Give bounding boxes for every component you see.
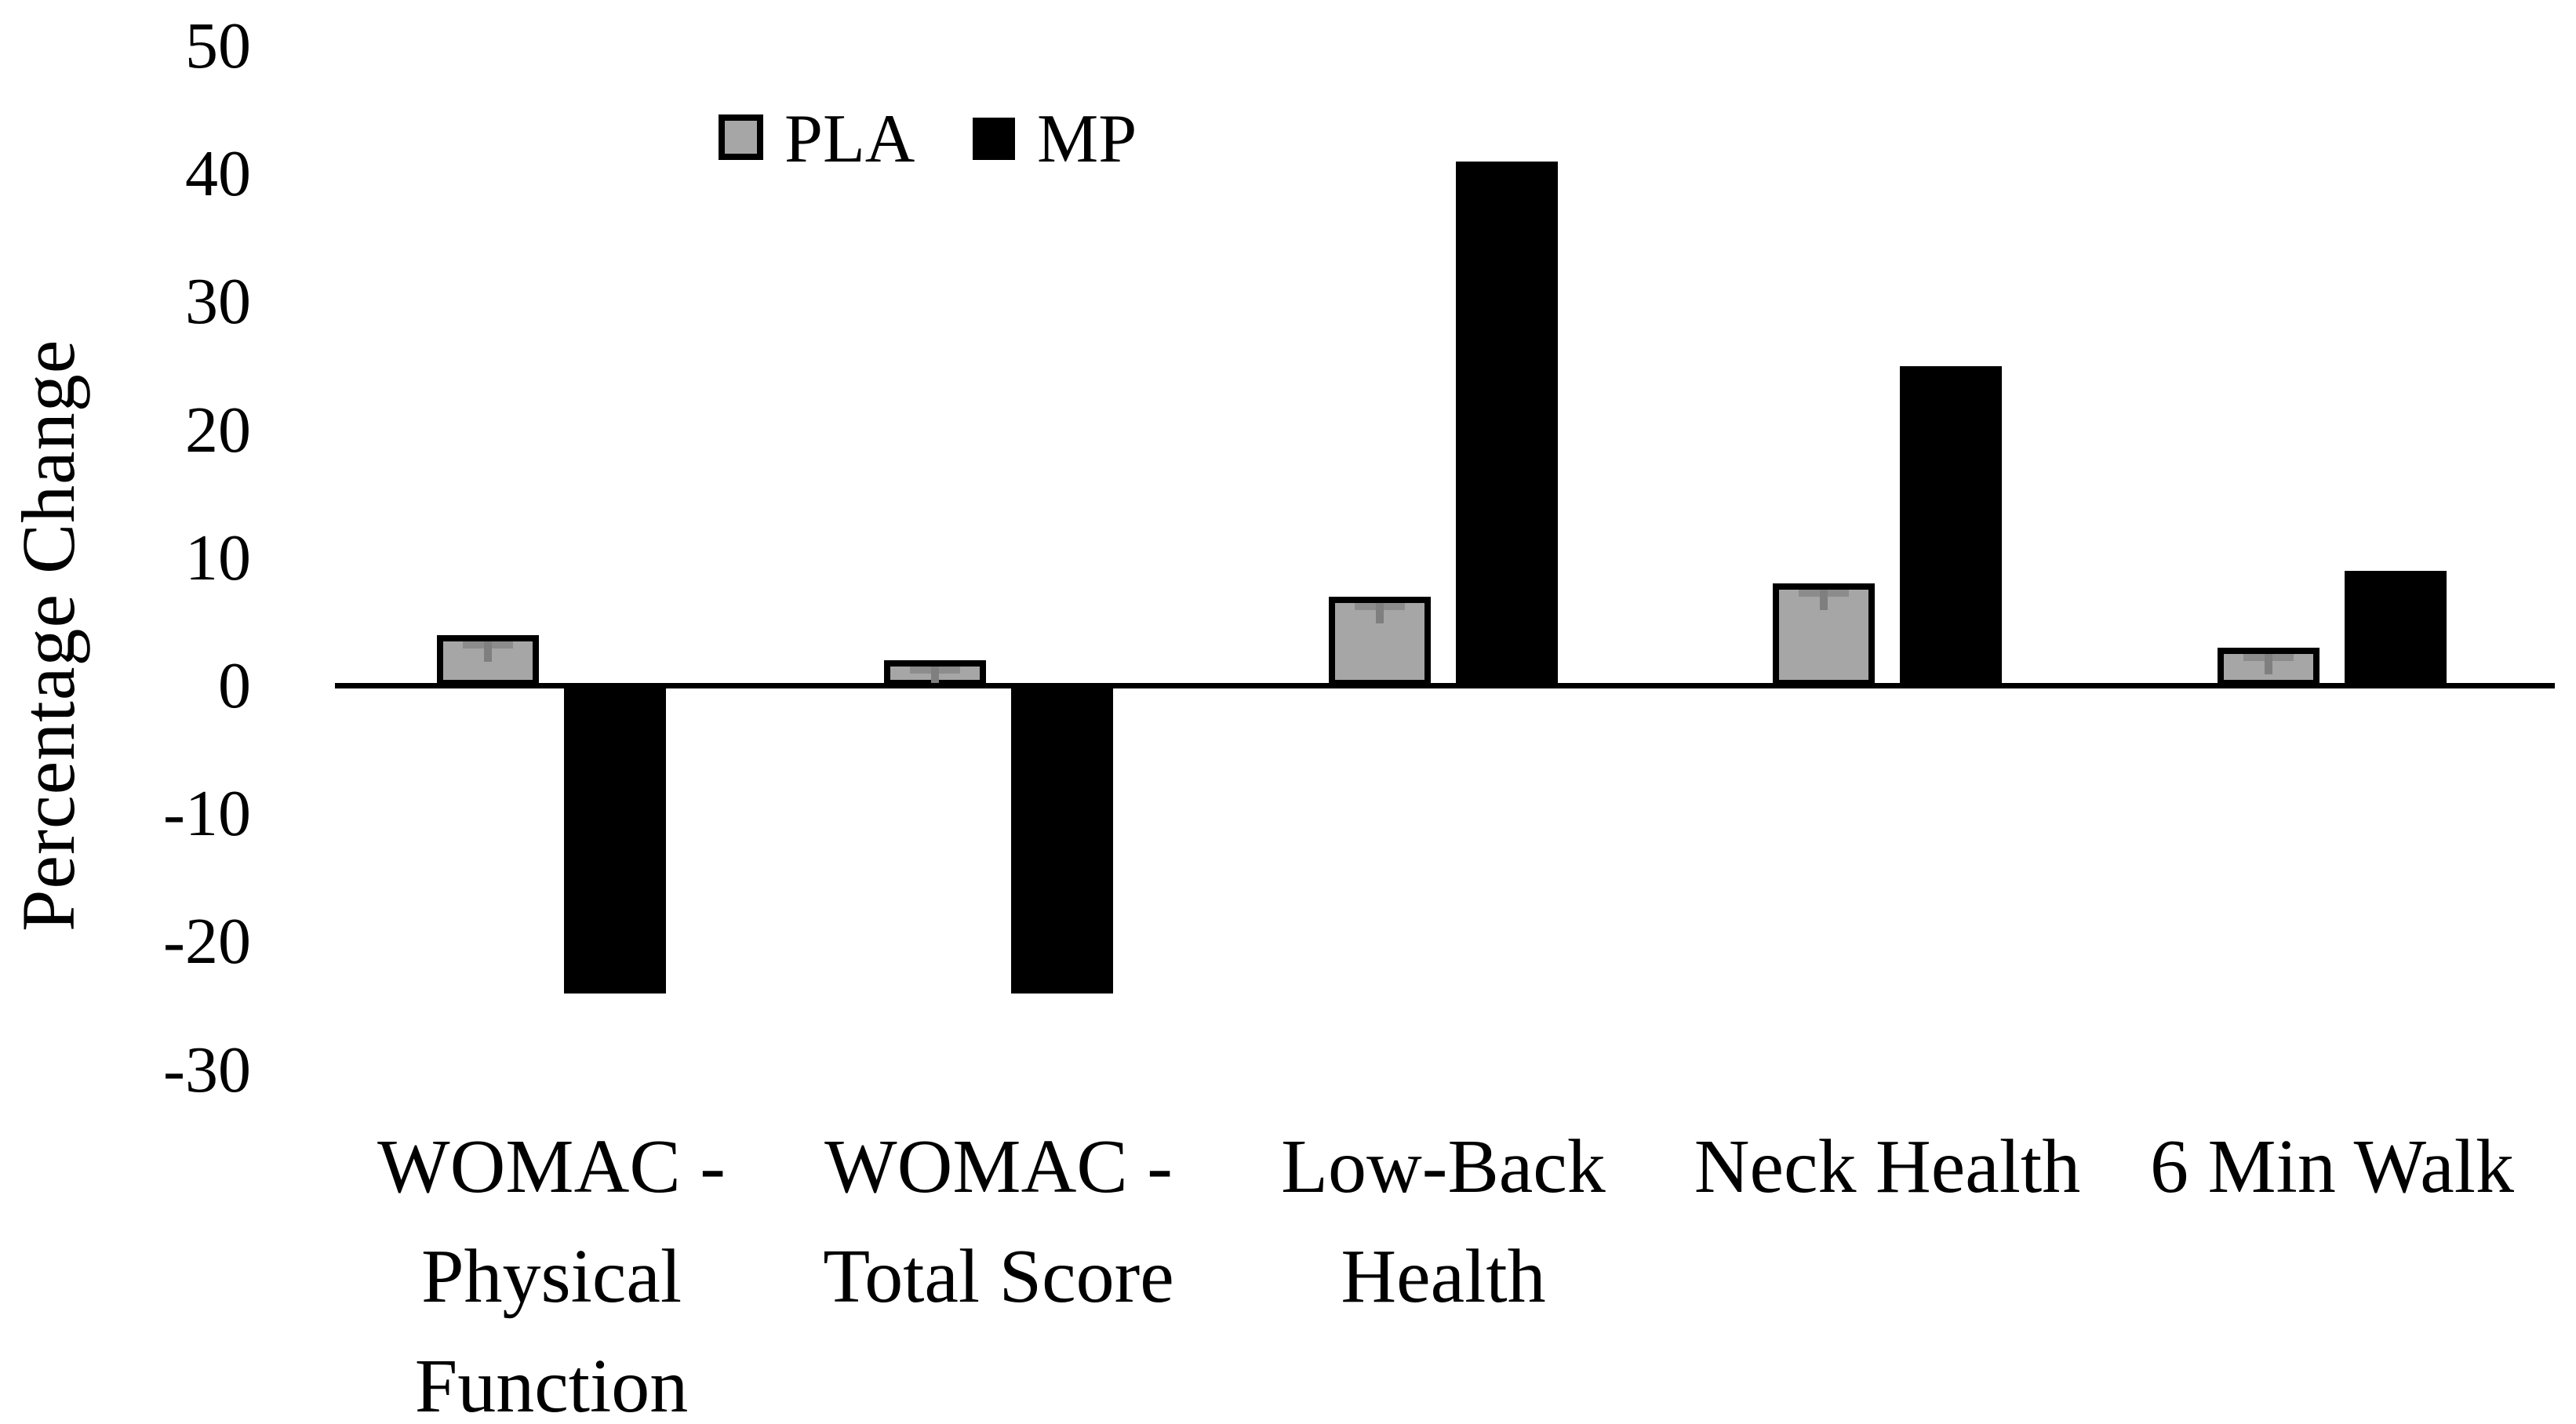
legend-swatch-pla xyxy=(719,114,763,160)
error-bar-stem xyxy=(931,667,939,688)
y-tick-label-30: 30 xyxy=(185,265,251,339)
category-label-5: 6 Min Walk xyxy=(2150,1124,2514,1209)
error-bar-stem xyxy=(484,641,492,662)
y-tick-label--10: -10 xyxy=(163,777,251,851)
legend-swatch-mp xyxy=(973,118,1015,160)
bar-pla-5 xyxy=(2218,648,2319,686)
y-tick-label--20: -20 xyxy=(163,905,251,979)
y-tick-label-10: 10 xyxy=(185,521,251,594)
bar-mp-5 xyxy=(2345,571,2447,686)
error-bar-stem xyxy=(2265,654,2272,675)
legend-label-mp: MP xyxy=(1037,101,1137,177)
y-tick-label-50: 50 xyxy=(185,9,251,82)
bar-mp-4 xyxy=(1900,366,2002,686)
y-tick-label-0: 0 xyxy=(218,649,251,722)
y-tick-label-40: 40 xyxy=(185,137,251,211)
bar-pla-1 xyxy=(437,634,539,686)
category-label-2: WOMAC - Total Score xyxy=(823,1124,1174,1319)
category-label-3: Low-Back Health xyxy=(1281,1124,1606,1319)
bar-mp-3 xyxy=(1456,161,1558,686)
x-axis-line xyxy=(335,683,2555,688)
bar-mp-2 xyxy=(1011,686,1113,994)
legend-label-pla: PLA xyxy=(784,101,915,177)
bar-mp-1 xyxy=(564,686,666,994)
category-label-1: WOMAC - Physical Function xyxy=(377,1124,726,1424)
category-label-4: Neck Health xyxy=(1694,1124,2081,1209)
bar-pla-3 xyxy=(1329,596,1431,686)
bar-pla-4 xyxy=(1773,583,1875,686)
error-bar-stem xyxy=(1820,590,1828,611)
error-bar-stem xyxy=(1376,602,1384,623)
y-tick-label--30: -30 xyxy=(163,1033,251,1106)
y-tick-label-20: 20 xyxy=(185,393,251,467)
